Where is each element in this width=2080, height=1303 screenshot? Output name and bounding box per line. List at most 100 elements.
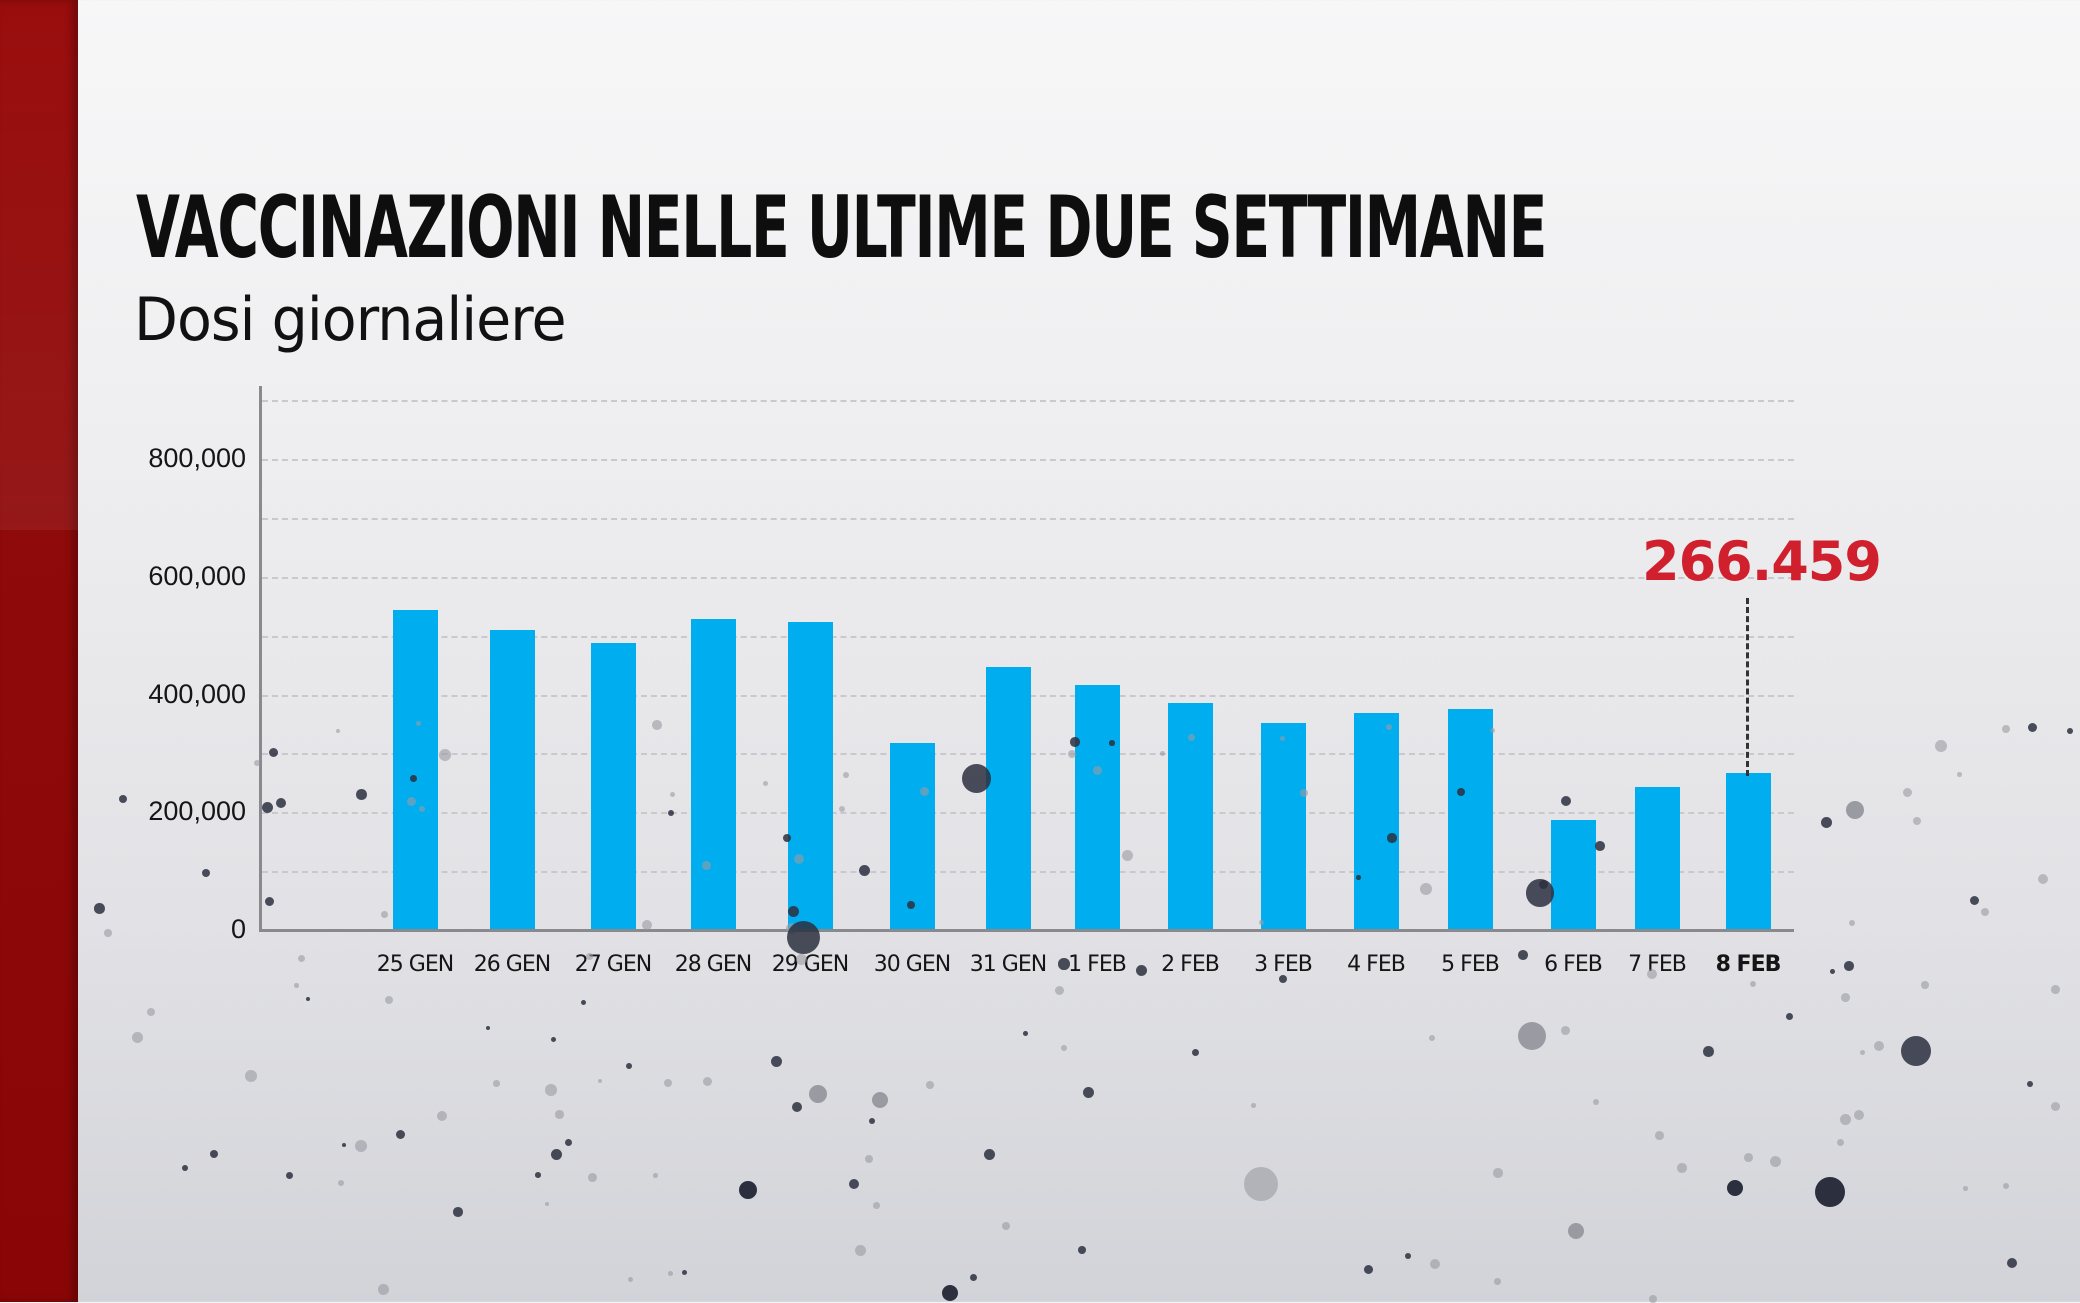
speckle [416,721,421,726]
y-tick-label: 0 [230,914,246,944]
x-tick-label: 30 GEN [873,952,951,977]
speckle [1429,1035,1435,1041]
speckle [855,1245,866,1256]
speckle [1837,1139,1844,1146]
speckle [1136,965,1148,977]
speckle [555,1110,564,1119]
speckle [2027,1081,2033,1087]
speckle [984,1149,996,1161]
speckle [1405,1253,1411,1259]
x-tick-label: 2 FEB [1161,952,1220,977]
speckle [1903,788,1913,798]
y-tick-label: 200,000 [148,796,246,826]
bar [691,619,736,930]
speckle [1259,920,1264,925]
speckle [1058,958,1070,970]
x-tick-label: 29 GEN [771,952,849,977]
gridline [262,400,1794,402]
speckle [265,897,275,907]
speckle [1561,796,1572,807]
bar [1075,685,1120,930]
speckle [1490,728,1495,733]
speckle [1844,961,1854,971]
speckle [926,1081,934,1089]
speckle [1078,1246,1086,1254]
speckle [2067,728,2073,734]
gridline [262,636,1794,638]
speckle [1744,1153,1753,1162]
speckle [739,1181,757,1199]
speckle [336,729,341,734]
speckle [1841,993,1850,1002]
speckle [1387,833,1397,843]
speckle [1821,817,1832,828]
speckle [202,869,211,878]
speckle [338,1180,345,1187]
speckle [1109,740,1115,746]
speckle [1280,736,1286,742]
speckle [872,1092,888,1108]
speckle [342,1143,347,1148]
speckle [1677,1163,1687,1173]
speckle [598,1079,603,1084]
speckle [1279,975,1288,984]
speckle [1568,1223,1584,1239]
speckle [486,1026,491,1031]
speckle [942,1285,958,1301]
speckle [670,792,676,798]
speckle [286,1172,294,1180]
speckle [839,806,845,812]
side-accent-band [0,0,78,530]
speckle [771,1056,782,1067]
speckle [1849,920,1855,926]
speckle [1518,950,1528,960]
speckle [2038,874,2049,885]
bar [1551,820,1596,930]
speckle [1070,737,1080,747]
speckle [1023,1031,1028,1036]
speckle [276,798,286,808]
speckle [1655,1131,1664,1140]
speckle [535,1172,541,1178]
speckle [132,1032,143,1043]
x-tick-label: 31 GEN [969,952,1047,977]
speckle [551,1037,557,1043]
callout-leader-line [1746,598,1749,776]
speckle [1963,1186,1968,1191]
bar [986,667,1031,930]
bar [591,643,636,930]
speckle [381,911,388,918]
speckle [628,1277,634,1283]
speckle [920,787,930,797]
speckle [1913,817,1922,826]
speckle [796,954,807,965]
bar [1354,713,1399,930]
speckle [355,1140,367,1152]
speckle [94,903,105,914]
speckle [493,1080,500,1087]
speckle [2028,723,2038,733]
bar [788,622,833,930]
speckle [306,997,311,1002]
speckle [2003,1183,2009,1189]
speckle [1561,1026,1570,1035]
bar [890,743,935,930]
speckle [119,795,127,803]
speckle [865,1155,873,1163]
bar [393,610,438,930]
speckle [792,1102,802,1112]
speckle [1727,1180,1743,1196]
speckle [843,772,849,778]
speckle [210,1150,219,1159]
speckle [849,1179,860,1190]
x-tick-label: 3 FEB [1254,952,1313,977]
speckle [1356,875,1361,880]
speckle [702,861,711,870]
speckle [551,1149,563,1161]
gridline [262,518,1794,520]
speckle [2051,985,2060,994]
speckle [1002,1222,1010,1230]
speckle [1981,908,1989,916]
x-tick-label: 25 GEN [376,952,454,977]
speckle [1188,734,1195,741]
